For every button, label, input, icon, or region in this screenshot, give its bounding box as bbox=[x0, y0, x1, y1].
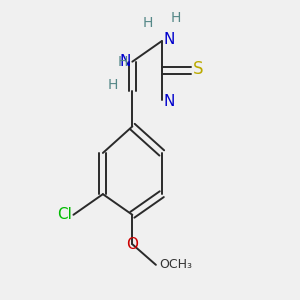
Text: H: H bbox=[142, 16, 153, 30]
Text: H: H bbox=[171, 11, 181, 25]
Text: N: N bbox=[163, 32, 175, 47]
Text: N: N bbox=[163, 94, 175, 109]
Text: H: H bbox=[107, 78, 118, 92]
Text: OCH₃: OCH₃ bbox=[159, 258, 192, 271]
Text: S: S bbox=[193, 60, 203, 78]
Text: Cl: Cl bbox=[57, 207, 72, 222]
Text: H: H bbox=[118, 55, 128, 69]
Text: N: N bbox=[119, 54, 131, 69]
Text: O: O bbox=[126, 237, 138, 252]
